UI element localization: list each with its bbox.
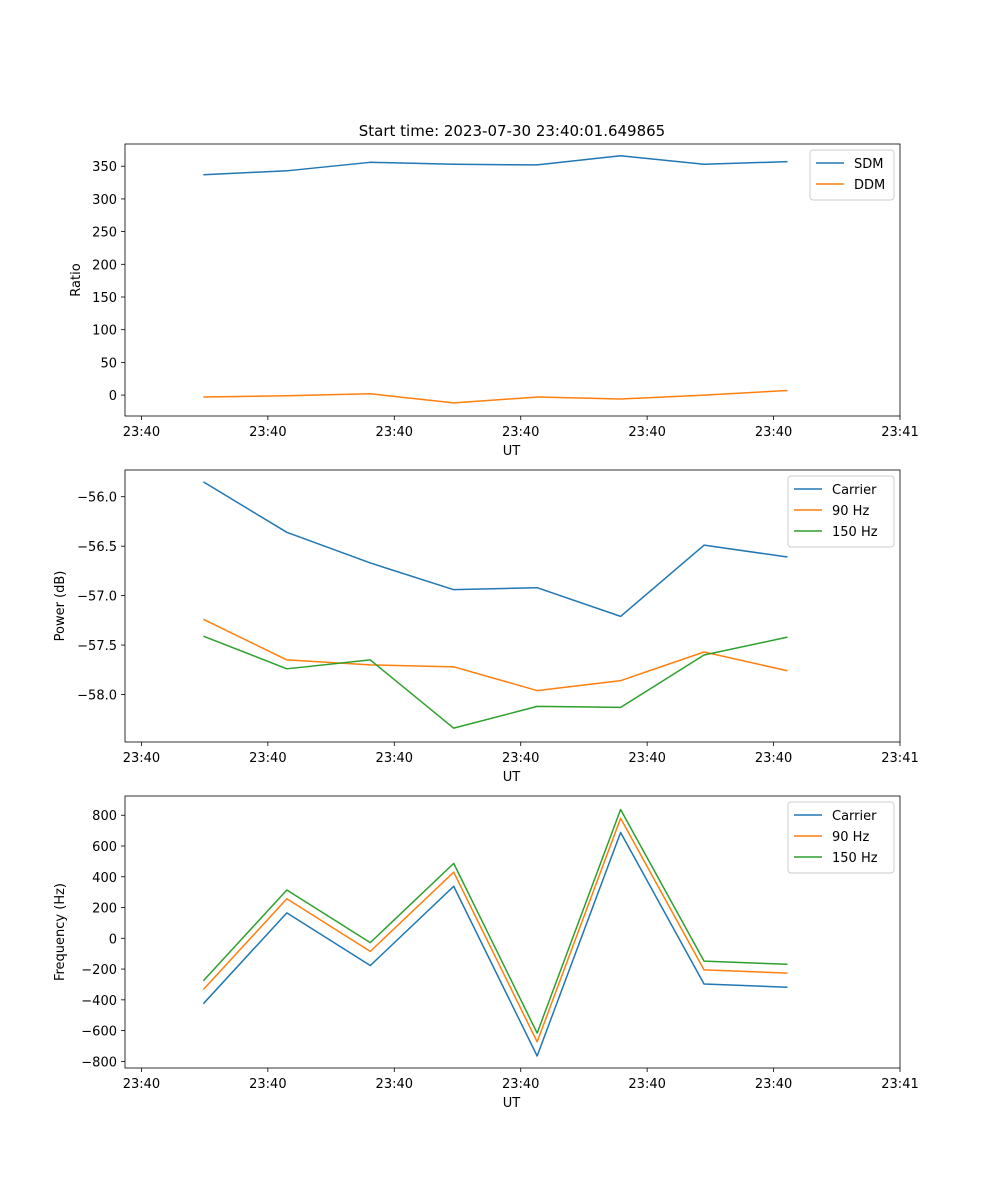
legend-label: SDM — [854, 157, 883, 172]
x-tick-label: 23:40 — [249, 1077, 286, 1092]
y-tick-label: 250 — [92, 226, 117, 241]
legend-label: Carrier — [832, 809, 877, 824]
y-tick-label: 300 — [92, 193, 117, 208]
series-line-ddm — [203, 389, 788, 404]
x-tick-label: 23:40 — [376, 751, 413, 766]
y-tick-label: 200 — [92, 902, 117, 917]
y-tick-label: 600 — [92, 840, 117, 855]
legend: Carrier 90 Hz 150 Hz — [787, 801, 895, 874]
x-tick-label: 23:40 — [755, 751, 792, 766]
x-tick-label: 23:40 — [123, 1077, 160, 1092]
x-axis-label: UT — [503, 770, 521, 785]
y-tick-label: −200 — [81, 963, 117, 978]
x-tick-label: 23:41 — [881, 1077, 918, 1092]
x-tick-label: 23:40 — [376, 1077, 413, 1092]
axes-1: 23:40 23:40 23:40 23:40 23:40 23:40 23:41 0 50 10… — [69, 143, 919, 459]
y-tick-label: −600 — [81, 1025, 117, 1040]
y-axis-label: Frequency (Hz) — [53, 883, 68, 981]
y-axis-label: Power (dB) — [53, 571, 68, 642]
legend-label: 150 Hz — [832, 525, 878, 540]
y-tick-label: 200 — [92, 258, 117, 273]
x-tick-label: 23:40 — [502, 425, 539, 440]
axes-frame — [124, 143, 901, 417]
legend-label: Carrier — [832, 483, 877, 498]
series-line-90-hz — [203, 618, 788, 692]
x-tick-label: 23:40 — [249, 751, 286, 766]
y-tick-label: 350 — [92, 160, 117, 175]
legend-label: DDM — [854, 178, 885, 193]
figure-title: Start time: 2023-07-30 23:40:01.649865 — [359, 122, 665, 140]
legend-label: 90 Hz — [832, 504, 869, 519]
y-tick-label: −58.0 — [77, 689, 117, 704]
x-tick-label: 23:40 — [755, 425, 792, 440]
y-tick-label: 100 — [92, 324, 117, 339]
y-tick-label: −400 — [81, 994, 117, 1009]
x-tick-label: 23:40 — [123, 425, 160, 440]
legend-frame — [787, 475, 895, 548]
y-axis-label: Ratio — [69, 263, 84, 296]
x-tick-label: 23:40 — [123, 751, 160, 766]
x-tick-label: 23:40 — [628, 425, 665, 440]
y-tick-label: 150 — [92, 291, 117, 306]
legend: SDM DDM — [809, 149, 895, 201]
legend-frame — [787, 801, 895, 874]
series-line-150-hz — [202, 808, 788, 1034]
x-tick-label: 23:40 — [249, 425, 286, 440]
y-tick-label: 0 — [109, 389, 117, 404]
y-tick-label: 50 — [100, 356, 117, 371]
x-tick-label: 23:40 — [502, 751, 539, 766]
y-tick-label: 0 — [109, 932, 117, 947]
series-line-150-hz — [203, 635, 788, 729]
series-line-carrier — [202, 481, 788, 618]
legend-label: 90 Hz — [832, 830, 869, 845]
axes-2: 23:40 23:40 23:40 23:40 23:40 23:40 23:41 −58.0… — [53, 469, 919, 785]
series-line-carrier — [202, 831, 788, 1057]
series-line-sdm — [203, 155, 788, 176]
y-tick-label: −57.0 — [77, 590, 117, 605]
axes-frame — [124, 469, 901, 743]
legend: Carrier 90 Hz 150 Hz — [787, 475, 895, 548]
x-tick-label: 23:40 — [628, 1077, 665, 1092]
x-tick-label: 23:40 — [502, 1077, 539, 1092]
x-tick-label: 23:40 — [755, 1077, 792, 1092]
y-tick-label: −800 — [81, 1055, 117, 1070]
y-tick-label: −56.5 — [77, 540, 117, 555]
axes-frame — [124, 795, 901, 1069]
x-tick-label: 23:40 — [376, 425, 413, 440]
axes-3: 23:40 23:40 23:40 23:40 23:40 23:40 23:41 −800 −… — [53, 795, 919, 1111]
x-tick-label: 23:41 — [881, 425, 918, 440]
series-line-90-hz — [202, 817, 788, 1043]
x-axis-label: UT — [503, 444, 521, 459]
x-tick-label: 23:40 — [628, 751, 665, 766]
y-tick-label: 400 — [92, 871, 117, 886]
y-tick-label: −56.0 — [77, 491, 117, 506]
legend-label: 150 Hz — [832, 851, 878, 866]
y-tick-label: 800 — [92, 809, 117, 824]
x-axis-label: UT — [503, 1096, 521, 1111]
y-tick-label: −57.5 — [77, 639, 117, 654]
x-tick-label: 23:41 — [881, 751, 918, 766]
